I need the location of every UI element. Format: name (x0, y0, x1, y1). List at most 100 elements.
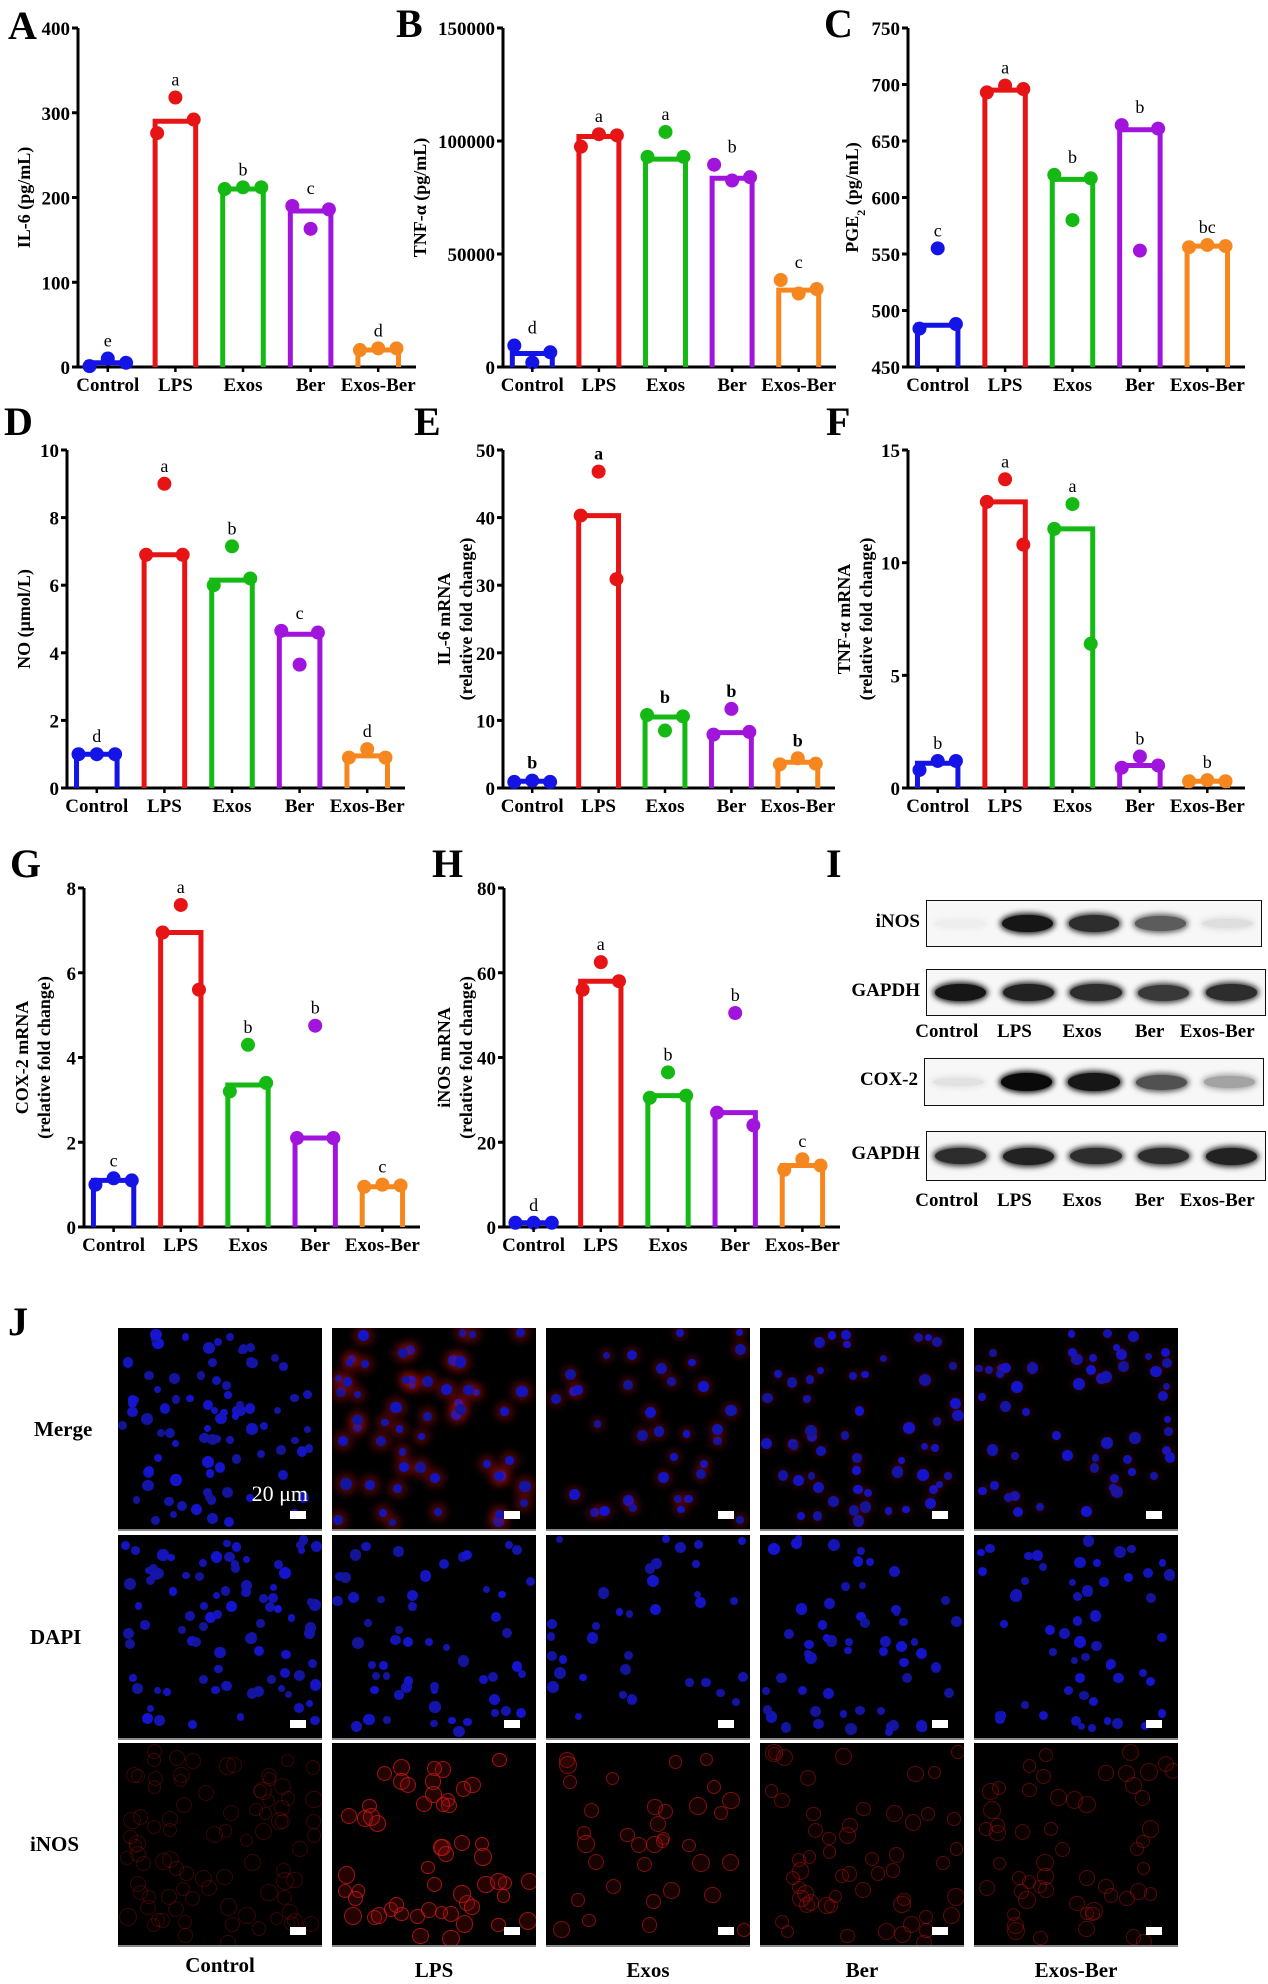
nucleus (812, 1511, 822, 1521)
inos-signal (1023, 1759, 1037, 1773)
y-tick-label: 40 (477, 1049, 496, 1070)
if-image-inos-exos (546, 1743, 750, 1947)
nucleus (407, 1375, 416, 1385)
inos-signal (822, 1831, 836, 1846)
data-point (658, 723, 672, 738)
bar-exos: b (217, 159, 269, 367)
y-tick-label: 550 (872, 245, 901, 266)
scale-bar (504, 1720, 520, 1728)
data-point (393, 1178, 408, 1193)
inos-signal (292, 1841, 308, 1857)
inos-signal (878, 1923, 895, 1940)
panel-letter-a: A (8, 3, 37, 48)
data-point (743, 170, 758, 185)
nucleus (203, 1400, 213, 1410)
nucleus (546, 1632, 556, 1641)
nucleus (345, 1358, 354, 1367)
blot-lane-label: Exos-Ber (1179, 1021, 1255, 1042)
nucleus (171, 1439, 180, 1448)
significance-letter: a (1001, 451, 1009, 471)
nucleus (880, 1355, 888, 1363)
inos-signal (1035, 1768, 1051, 1784)
nucleus (910, 1638, 919, 1646)
nucleus (662, 1535, 671, 1544)
y-tick-label: 20 (476, 644, 495, 665)
nucleus (1099, 1577, 1109, 1588)
inos-signal (582, 1913, 597, 1928)
x-category-label: Control (501, 375, 564, 396)
chart-G-group: 0 2 4 6 8 COX-2 mRNA (relative fold change) c Co… (12, 877, 420, 1256)
x-category-label: Exos (1053, 375, 1092, 396)
nucleus (213, 1337, 223, 1347)
nucleus (1000, 1401, 1012, 1413)
nucleus (142, 1479, 154, 1491)
nucleus (458, 1329, 467, 1337)
nucleus (123, 1628, 135, 1640)
inos-signal (305, 1760, 321, 1775)
nucleus (150, 1328, 162, 1340)
nucleus (132, 1496, 141, 1504)
x-category-label: Exos (648, 1235, 687, 1256)
data-point (526, 1215, 541, 1230)
data-point (1047, 521, 1062, 536)
nucleus (205, 1493, 215, 1503)
data-point (611, 974, 626, 989)
nucleus (985, 1543, 995, 1554)
nucleus (491, 1709, 500, 1717)
nucleus (916, 1469, 929, 1481)
nucleus (186, 1394, 194, 1403)
nucleus (274, 1560, 283, 1570)
data-point (777, 1162, 792, 1177)
data-point (507, 774, 522, 789)
nucleus (253, 1646, 264, 1656)
nucleus (525, 1577, 535, 1587)
nucleus (1162, 1382, 1171, 1391)
nucleus (253, 1685, 265, 1698)
data-point (710, 1105, 725, 1120)
nucleus (129, 1674, 137, 1682)
inos-signal (835, 1748, 853, 1766)
chart-E-group: 0 10 20 30 40 50 IL-6 mRNA (relative fold chang… (434, 441, 836, 817)
nucleus (461, 1549, 473, 1561)
x-category-label: LPS (583, 1235, 618, 1256)
nucleus (210, 1685, 220, 1695)
nucleus (273, 1406, 282, 1415)
inos-signal (951, 1744, 964, 1759)
nucleus (279, 1566, 291, 1579)
inos-signal (897, 1893, 911, 1907)
bar-lps: a (573, 106, 624, 367)
nucleus (1144, 1352, 1153, 1361)
data-point (813, 1158, 828, 1173)
data-point (1065, 213, 1080, 228)
nucleus (495, 1510, 505, 1520)
nucleus (825, 1635, 838, 1647)
bar-ber: c (274, 603, 325, 788)
nucleus (393, 1546, 404, 1557)
inos-signal (828, 1889, 842, 1903)
nucleus (515, 1707, 526, 1718)
x-category-label: Control (82, 1235, 145, 1256)
nucleus (857, 1547, 865, 1556)
inos-signal (269, 1911, 284, 1926)
panel-letter-c: C (824, 1, 853, 46)
nucleus (127, 1395, 137, 1404)
nucleus (134, 1601, 143, 1610)
data-point (998, 78, 1013, 93)
nucleus (294, 1702, 305, 1713)
nucleus (977, 1549, 985, 1557)
nucleus (895, 1641, 907, 1652)
nucleus (1062, 1450, 1074, 1462)
nucleus (1011, 1381, 1023, 1393)
nucleus (287, 1614, 296, 1622)
nucleus (519, 1498, 528, 1507)
nucleus (623, 1651, 633, 1661)
if-image-dapi-control (118, 1535, 322, 1740)
data-point (661, 1065, 675, 1080)
nucleus (586, 1631, 599, 1644)
nucleus (213, 1609, 223, 1619)
if-image-merge-exos-ber (974, 1328, 1178, 1531)
nucleus (1143, 1568, 1154, 1579)
nucleus (768, 1543, 780, 1555)
nucleus (880, 1635, 892, 1647)
